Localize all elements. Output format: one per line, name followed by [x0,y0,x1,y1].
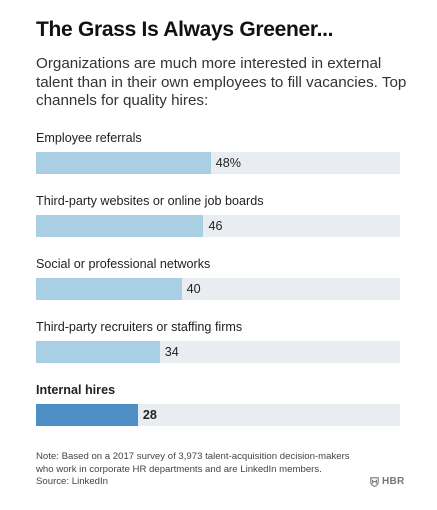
chart-note: Note: Based on a 2017 survey of 3,973 ta… [36,451,376,489]
note-line-2: who work in corporate HR departments and… [36,463,322,475]
bar-track: 28 [36,404,400,426]
bar [36,278,182,300]
bar-track: 34 [36,341,400,363]
value-label: 48% [215,156,241,170]
bar-track: 48% [36,152,400,174]
category-label: Third-party websites or online job board… [36,194,264,208]
note-line-1: Note: Based on a 2017 survey of 3,973 ta… [36,451,350,462]
value-label: 34 [164,345,179,359]
bar [36,152,211,174]
source-line: Source: LinkedIn [36,476,108,487]
category-label: Internal hires [36,383,116,397]
category-label: Employee referrals [36,131,142,145]
category-label: Social or professional networks [36,257,211,271]
chart-title: The Grass Is Always Greener... [36,18,334,41]
bar-track: 40 [36,278,400,300]
hbr-logo: HBR [370,476,405,487]
hbr-shield-icon [370,476,379,487]
bar [36,341,160,363]
bar [36,215,204,237]
bar [36,404,138,426]
logo-text: HBR [382,476,405,487]
bar-track: 46 [36,215,400,237]
value-label: 40 [186,282,201,296]
chart-subtitle: Organizations are much more interested i… [36,55,407,109]
category-label: Third-party recruiters or staffing firms [36,320,243,334]
value-label: 28 [142,408,157,422]
value-label: 46 [208,219,223,233]
